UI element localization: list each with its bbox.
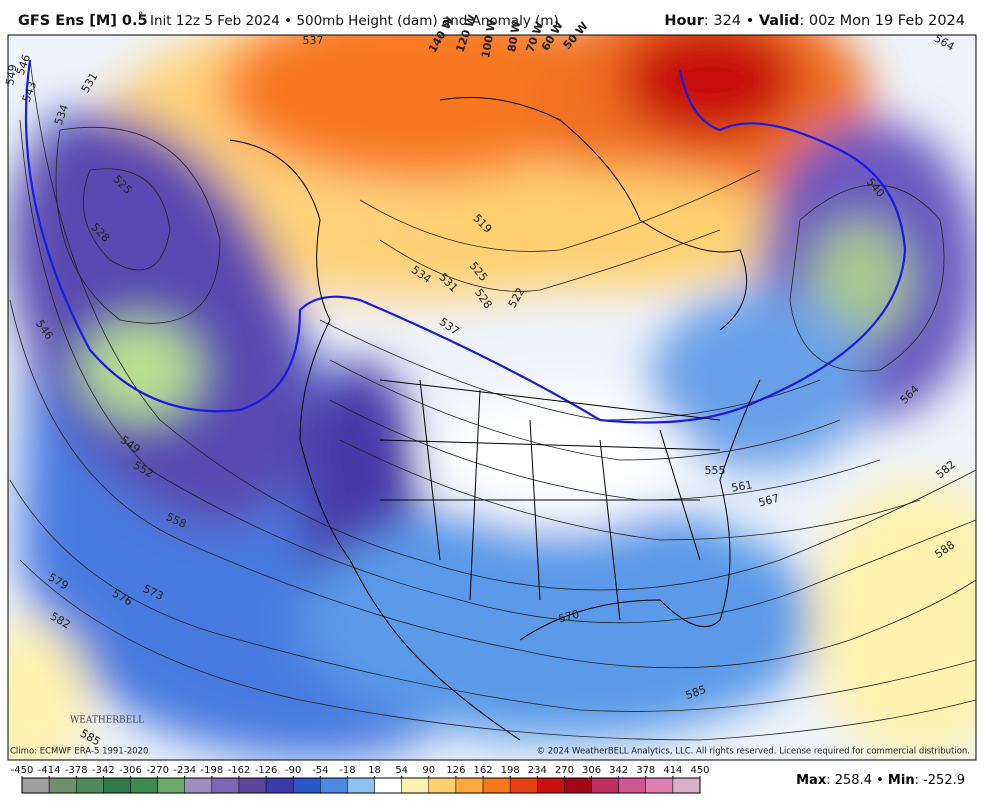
colorbar-segment (347, 777, 375, 794)
colorbar-label: 378 (636, 765, 655, 776)
contour-label: 570 (557, 608, 581, 626)
colorbar-label: 90 (422, 765, 435, 776)
contour-label: 567 (757, 492, 781, 510)
hour-value: : 324 (704, 13, 741, 29)
separator: • (876, 773, 884, 788)
colorbar-label: -126 (255, 765, 278, 776)
map (8, 35, 976, 760)
colorbar-label: 18 (368, 765, 381, 776)
hour-label: Hour (664, 13, 704, 29)
colorbar-segment (320, 777, 348, 794)
colorbar-label: 198 (501, 765, 520, 776)
colorbar-label: 414 (663, 765, 682, 776)
colorbar-label: -198 (200, 765, 223, 776)
colorbar-label: -270 (146, 765, 169, 776)
colorbar-segment (292, 777, 321, 794)
colorbar-label: 450 (690, 765, 709, 776)
colorbar-segment (509, 777, 538, 794)
subtitle: Init 12z 5 Feb 2024 • 500mb Height (dam)… (150, 13, 559, 29)
colorbar-label: 126 (446, 765, 465, 776)
colorbar-label: 234 (528, 765, 547, 776)
colorbar-segment (645, 777, 674, 794)
colorbar-segment (564, 777, 592, 794)
colorbar-frame (21, 777, 701, 794)
colorbar-label: 162 (473, 765, 492, 776)
valid-label: Valid (759, 13, 800, 29)
colorbar-segment (537, 777, 565, 794)
map-frame (7, 34, 977, 761)
colorbar-label: 54 (395, 765, 408, 776)
colorbar-segment (455, 777, 484, 794)
colorbar-label: -342 (92, 765, 115, 776)
colorbar-segment (21, 777, 50, 794)
colorbar-label: 270 (555, 765, 574, 776)
colorbar-label: 306 (582, 765, 601, 776)
valid-info: Hour: 324 • Valid: 00z Mon 19 Feb 2024 (664, 13, 965, 29)
colorbar-segment (75, 777, 104, 794)
colorbar-segment (184, 777, 213, 794)
colorbar-segment (238, 777, 267, 794)
colorbar-label: -450 (11, 765, 34, 776)
valid-value: : 00z Mon 19 Feb 2024 (799, 13, 965, 29)
climo-note: Climo: ECMWF ERA-5 1991-2020 (10, 747, 148, 757)
colorbar-segment (265, 777, 294, 794)
logo: WEATHERBELL (70, 716, 144, 726)
colorbar-segment (591, 777, 619, 794)
colorbar-label: -162 (228, 765, 251, 776)
colorbar-segment (157, 777, 185, 794)
contour-label: 555 (705, 464, 726, 477)
contour-label: 537 (303, 34, 324, 47)
min-value: : -252.9 (915, 773, 965, 788)
colorbar-label: -90 (285, 765, 301, 776)
colorbar-label: -306 (119, 765, 142, 776)
colorbar-segment (401, 777, 430, 794)
min-label: Min (888, 773, 915, 788)
colorbar-segment (48, 777, 77, 794)
max-label: Max (796, 773, 827, 788)
degree: ° (138, 11, 143, 22)
colorbar-label: -234 (173, 765, 196, 776)
colorbar-segment (374, 777, 402, 794)
colorbar-segment (672, 777, 701, 794)
separator: • (746, 13, 755, 29)
colorbar-segment (211, 777, 240, 794)
colorbar-segment (103, 777, 131, 794)
coastlines (229, 97, 761, 741)
colorbar-label: -414 (38, 765, 61, 776)
max-min: Max: 258.4 • Min: -252.9 (796, 773, 965, 788)
contour-label: 561 (730, 478, 753, 494)
colorbar-segment (618, 777, 647, 794)
colorbar-label: -18 (339, 765, 355, 776)
max-value: : 258.4 (826, 773, 872, 788)
title: GFS Ens [M] 0.5 (18, 13, 148, 29)
colorbar-segment (482, 777, 511, 794)
longitude-label: 80 W (505, 20, 523, 53)
height-contours (9, 59, 976, 741)
colorbar-label: 342 (609, 765, 628, 776)
colorbar-segment (428, 777, 457, 794)
colorbar-segment (130, 777, 158, 794)
reference-contour (24, 59, 907, 424)
copyright: © 2024 WeatherBELL Analytics, LLC. All r… (537, 747, 970, 757)
colorbar-label: -54 (312, 765, 328, 776)
colorbar-label: -378 (65, 765, 88, 776)
contour-label: 549 (3, 63, 19, 86)
